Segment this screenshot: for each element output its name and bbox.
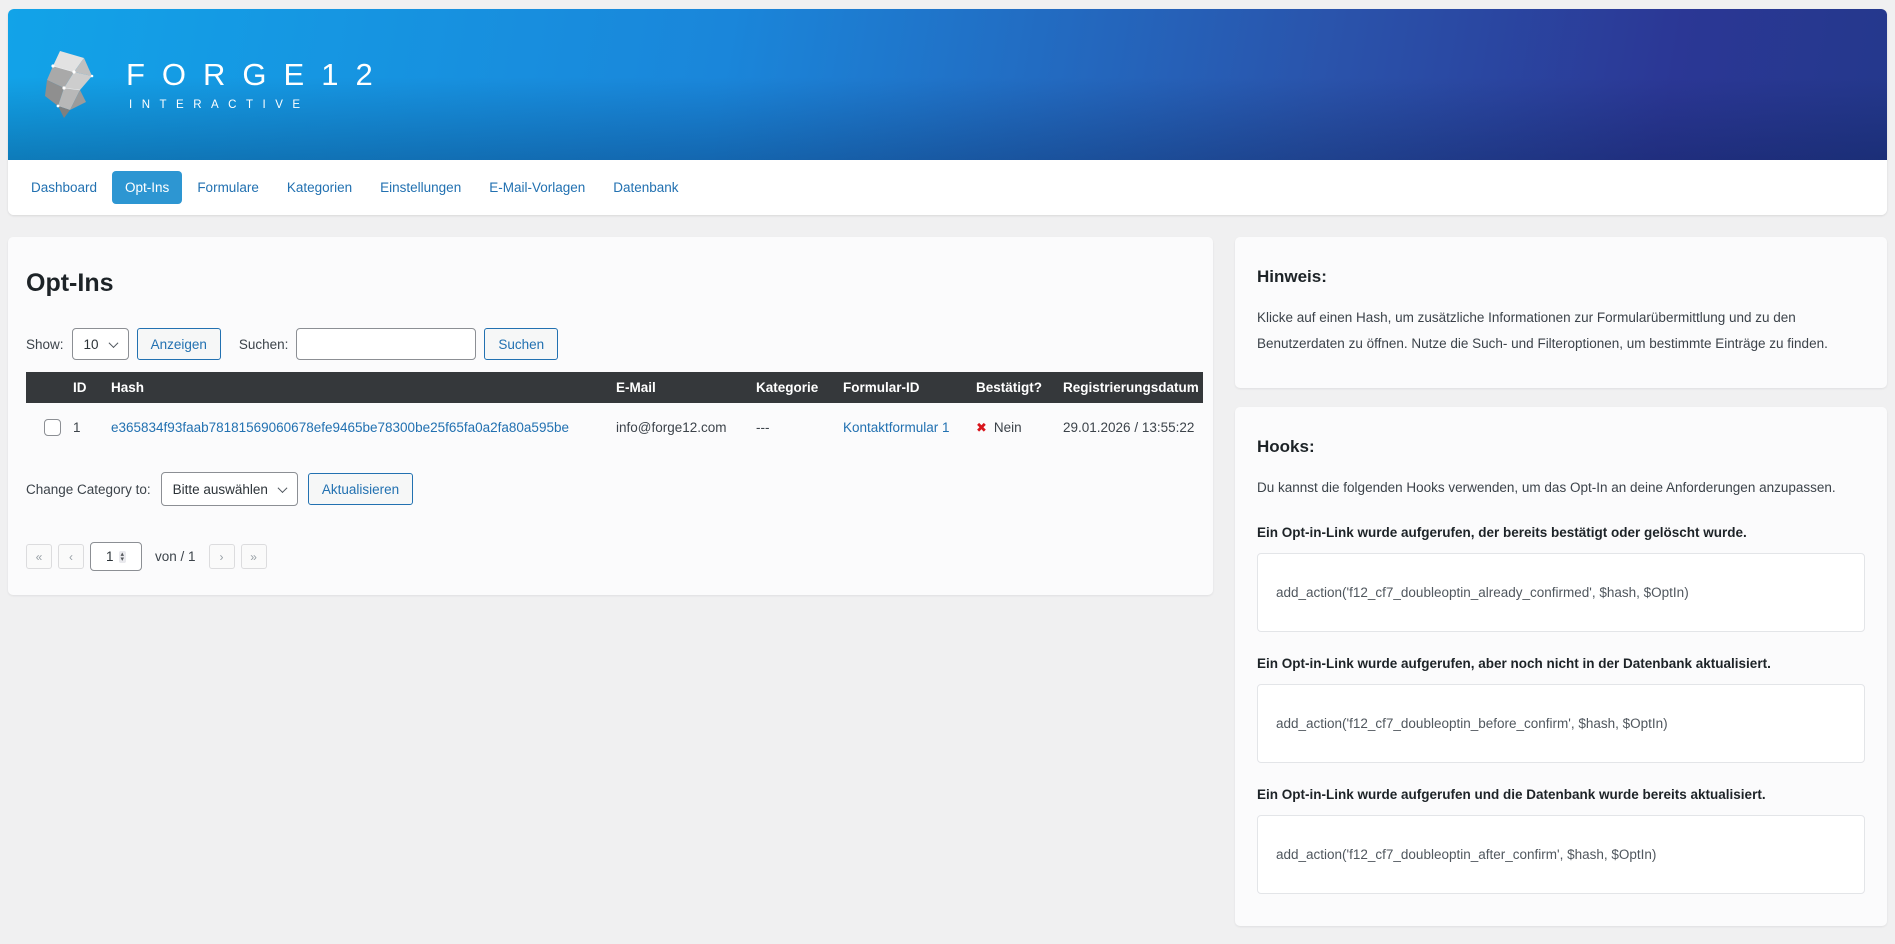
checkbox-column-header: [26, 372, 63, 403]
search-label: Suchen:: [238, 336, 289, 352]
nav-item-dashboard[interactable]: Dashboard: [31, 180, 98, 195]
brand-name: FORGE12: [126, 56, 390, 92]
col-registrierungsdatum: Registrierungsdatum: [1053, 372, 1203, 403]
hinweis-text: Klicke auf einen Hash, um zusätzliche In…: [1257, 310, 1828, 352]
change-category-label: Change Category to:: [26, 481, 151, 497]
update-button[interactable]: Aktualisieren: [307, 473, 414, 505]
brand-banner: FORGE12 INTERACTIVE: [8, 9, 1887, 160]
search-button[interactable]: Suchen: [484, 328, 559, 360]
category-select[interactable]: Bitte auswählen: [160, 472, 298, 506]
hooks-panel: Hooks: Du kannst die folgenden Hooks ver…: [1235, 406, 1887, 926]
navbar: Dashboard Opt-Ins Formulare Kategorien E…: [8, 160, 1887, 215]
nav-item-opt-ins[interactable]: Opt-Ins: [112, 171, 183, 204]
search-input[interactable]: [296, 328, 477, 360]
hook-description: Ein Opt-in-Link wurde aufgerufen und die…: [1257, 786, 1766, 802]
code-text: add_action('f12_cf7_doubleoptin_already_…: [1276, 584, 1689, 600]
show-label: Show:: [26, 336, 64, 352]
last-page-button[interactable]: »: [240, 544, 267, 569]
col-hash: Hash: [101, 372, 606, 403]
chevron-down-icon: [277, 482, 288, 493]
form-link[interactable]: Kontaktformular 1: [843, 420, 950, 435]
hooks-title: Hooks:: [1257, 436, 1315, 456]
row-email: info@forge12.com: [616, 420, 727, 435]
not-confirmed-x-icon: ✖: [976, 419, 987, 435]
list-controls: Show: 10 Anzeigen Suchen: Suchen: [26, 328, 1195, 360]
logo-text: FORGE12 INTERACTIVE: [126, 59, 390, 111]
nav-item-einstellungen[interactable]: Einstellungen: [380, 180, 462, 195]
row-id: 1: [73, 420, 81, 435]
col-kategorie: Kategorie: [746, 372, 833, 403]
hook-description: Ein Opt-in-Link wurde aufgerufen, der be…: [1257, 524, 1747, 540]
page-count-label: von / 1: [155, 549, 196, 564]
anzeigen-button[interactable]: Anzeigen: [136, 328, 221, 360]
nav-item-email-vorlagen[interactable]: E-Mail-Vorlagen: [489, 180, 586, 195]
row-date: 29.01.2026 / 13:55:22: [1063, 420, 1195, 435]
gem-logo-icon: [45, 50, 94, 118]
next-page-button[interactable]: ›: [208, 544, 235, 569]
prev-page-button[interactable]: ‹: [58, 544, 84, 569]
nav-item-datenbank[interactable]: Datenbank: [613, 180, 679, 195]
category-select-value: Bitte auswählen: [172, 481, 268, 497]
number-spinner[interactable]: ▴ ▾: [118, 550, 127, 563]
row-category: ---: [756, 420, 770, 435]
show-count-select[interactable]: 10: [71, 328, 129, 360]
hooks-intro: Du kannst die folgenden Hooks verwenden,…: [1257, 479, 1836, 495]
hook-code-before-confirm: add_action('f12_cf7_doubleoptin_before_c…: [1257, 683, 1865, 763]
hook-code-after-confirm: add_action('f12_cf7_doubleoptin_after_co…: [1257, 814, 1865, 894]
hook-code-already-confirmed: add_action('f12_cf7_doubleoptin_already_…: [1257, 552, 1865, 632]
page-number-input[interactable]: 1 ▴ ▾: [90, 542, 142, 571]
change-category-row: Change Category to: Bitte auswählen Aktu…: [26, 472, 1195, 506]
hinweis-title: Hinweis:: [1257, 267, 1327, 286]
hook-description: Ein Opt-in-Link wurde aufgerufen, aber n…: [1257, 655, 1771, 671]
header-card: FORGE12 INTERACTIVE Dashboard Opt-Ins Fo…: [8, 9, 1887, 215]
table-header-row: ID Hash E-Mail Kategorie Formular-ID Bes…: [26, 372, 1203, 403]
brand-subtitle: INTERACTIVE: [129, 98, 310, 111]
code-text: add_action('f12_cf7_doubleoptin_after_co…: [1276, 846, 1657, 862]
optins-panel: Opt-Ins Show: 10 Anzeigen Suchen: Suchen: [8, 237, 1213, 595]
chevron-down-icon: [108, 337, 119, 348]
hinweis-panel: Hinweis: Klicke auf einen Hash, um zusät…: [1235, 237, 1887, 388]
nav-item-kategorien[interactable]: Kategorien: [286, 180, 353, 195]
sidebar: Hinweis: Klicke auf einen Hash, um zusät…: [1235, 237, 1887, 926]
nav-item-formulare[interactable]: Formulare: [197, 180, 259, 195]
page-title: Opt-Ins: [26, 269, 114, 297]
page-number-value: 1: [105, 549, 114, 564]
col-email: E-Mail: [606, 372, 746, 403]
row-checkbox[interactable]: [44, 419, 61, 436]
hash-link[interactable]: e365834f93faab78181569060678efe9465be783…: [111, 420, 569, 435]
optins-table: ID Hash E-Mail Kategorie Formular-ID Bes…: [26, 372, 1203, 450]
col-formular-id: Formular-ID: [833, 372, 966, 403]
col-bestaetigt: Bestätigt?: [966, 372, 1053, 403]
table-row: 1 e365834f93faab78181569060678efe9465be7…: [26, 403, 1203, 450]
confirmed-value: Nein: [993, 419, 1022, 435]
first-page-button[interactable]: «: [26, 544, 52, 569]
pagination: « ‹ 1 ▴ ▾ von / 1 › »: [26, 542, 1195, 571]
code-text: add_action('f12_cf7_doubleoptin_before_c…: [1276, 715, 1668, 731]
forge12-logo: FORGE12 INTERACTIVE: [38, 48, 390, 122]
col-id: ID: [63, 372, 101, 403]
show-count-value: 10: [83, 336, 99, 352]
